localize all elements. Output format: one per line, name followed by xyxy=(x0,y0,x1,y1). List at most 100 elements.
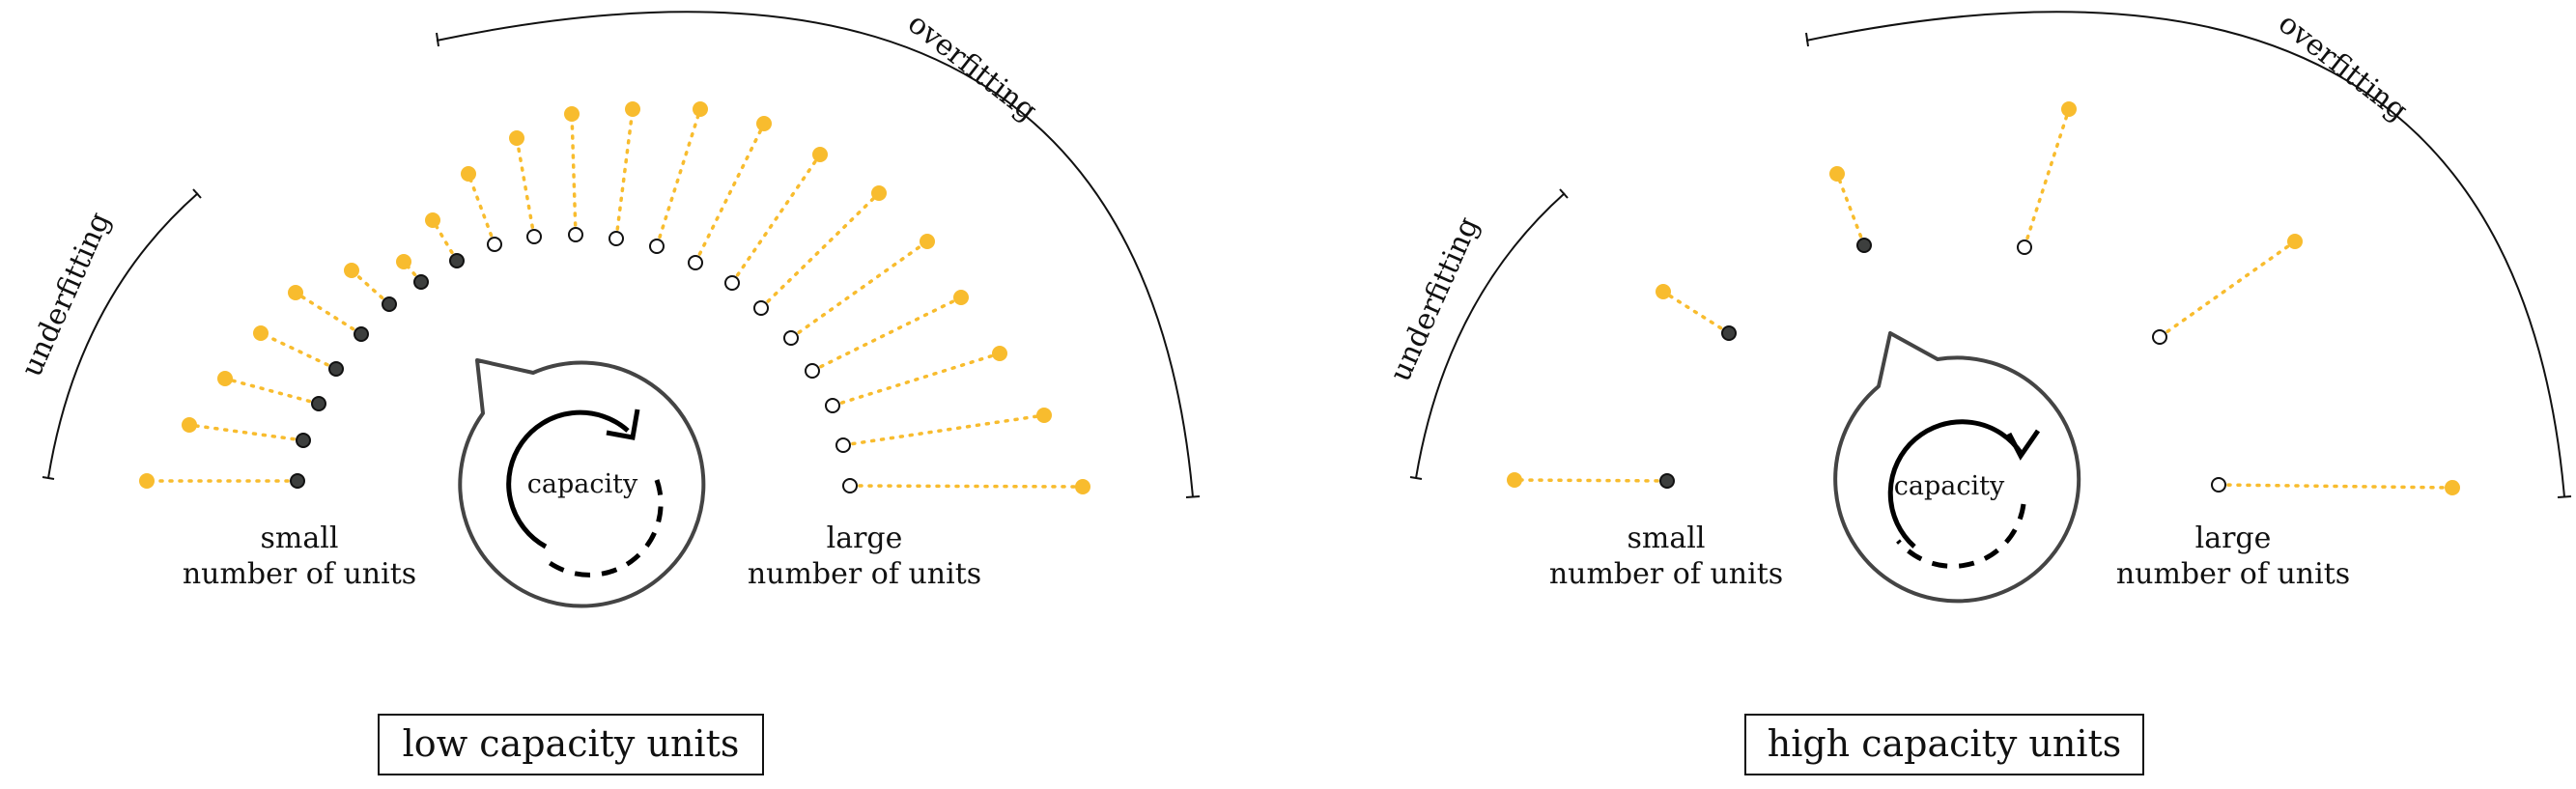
output-dot xyxy=(1036,408,1052,423)
unit-connector-line xyxy=(294,291,363,336)
output-dot xyxy=(693,101,708,117)
output-dot xyxy=(425,212,440,228)
output-dot xyxy=(1656,284,1671,299)
unit-dot-filled xyxy=(296,433,311,448)
output-dot xyxy=(920,234,935,249)
unit-dot-empty xyxy=(2211,477,2226,493)
unit-dot-filled xyxy=(290,473,305,489)
left-label-line2: number of units xyxy=(183,557,416,591)
capacity-cycle-high: capacity xyxy=(1833,331,2081,604)
units-low-capacity xyxy=(139,101,1090,494)
output-dot xyxy=(461,166,476,182)
underfitting-arc-tick-end xyxy=(1559,188,1569,199)
unit-connector-line xyxy=(467,172,496,246)
unit-dot-filled xyxy=(311,396,326,411)
underfitting-arc-tick-start xyxy=(42,476,55,480)
output-dot xyxy=(871,185,887,201)
unit-connector-line xyxy=(187,423,305,442)
cycle-arrow-solid xyxy=(1887,419,2024,549)
output-dot xyxy=(625,101,640,117)
cycle-arrowhead-icon xyxy=(606,409,640,440)
left-label-line1: small xyxy=(261,521,339,555)
output-dot xyxy=(1829,166,1845,182)
output-dot xyxy=(139,473,155,489)
output-dot xyxy=(396,254,411,269)
right-label-line2: number of units xyxy=(2116,557,2350,591)
right-label-line1: large xyxy=(827,521,903,555)
unit-connector-line xyxy=(431,218,459,263)
output-dot xyxy=(953,290,969,305)
unit-dot-filled xyxy=(1659,473,1675,489)
output-dot xyxy=(756,116,772,131)
overfitting-label: overfitting xyxy=(901,7,1043,128)
unit-dot-empty xyxy=(805,363,820,379)
unit-connector-line xyxy=(350,268,391,306)
speech-bubble-outline xyxy=(1833,331,2081,604)
unit-dot-filled xyxy=(1856,238,1872,253)
underfitting-label: underfitting xyxy=(1383,212,1486,387)
unit-connector-line xyxy=(655,107,702,248)
output-dot xyxy=(2061,101,2077,117)
unit-connector-line xyxy=(759,191,881,310)
cycle-label: capacity xyxy=(527,469,638,499)
right-label-line2: number of units xyxy=(748,557,981,591)
unit-dot-empty xyxy=(487,237,502,252)
unit-dot-empty xyxy=(842,478,858,493)
unit-dot-empty xyxy=(835,437,851,453)
output-dot xyxy=(344,263,359,278)
overfitting-arc-tick-end xyxy=(1185,495,1201,498)
unit-dot-empty xyxy=(724,275,740,291)
underfitting-arc-tick-start xyxy=(1409,476,1423,480)
unit-connector-line xyxy=(259,331,338,371)
output-dot xyxy=(992,346,1007,361)
unit-connector-line xyxy=(789,240,929,340)
overfitting-label: overfitting xyxy=(2272,7,2414,128)
output-dot xyxy=(509,130,524,146)
unit-connector-line xyxy=(1513,478,1669,483)
cycle-arrowhead-icon xyxy=(2006,429,2041,461)
unit-dot-empty xyxy=(688,255,703,270)
unit-connector-line xyxy=(1835,172,1866,247)
unit-dot-empty xyxy=(2017,240,2032,255)
unit-connector-line xyxy=(848,484,1085,489)
output-dot xyxy=(217,371,233,386)
unit-connector-line xyxy=(831,352,1002,408)
overfitting-arc-tick-start xyxy=(436,32,439,47)
caption: low capacity units xyxy=(403,722,740,765)
unit-dot-empty xyxy=(609,231,624,246)
cycle-arrow-dashed xyxy=(544,479,664,578)
unit-dot-empty xyxy=(568,227,583,242)
underfitting-arc xyxy=(47,192,199,479)
unit-dot-filled xyxy=(1721,325,1737,341)
unit-connector-line xyxy=(2217,483,2454,490)
unit-dot-empty xyxy=(825,398,840,413)
cycle-arrow-solid xyxy=(506,409,630,549)
underfitting-arc-tick-end xyxy=(192,188,202,199)
panel-high-capacity: underfitting overfitting capacity small … xyxy=(1383,7,2572,775)
unit-connector-line xyxy=(810,296,963,373)
unit-connector-line xyxy=(2158,240,2297,339)
right-label-line1: large xyxy=(2195,521,2272,555)
speech-bubble-outline xyxy=(458,358,706,608)
unit-dot-filled xyxy=(413,274,429,290)
unit-connector-line xyxy=(614,107,635,240)
unit-dot-filled xyxy=(328,361,344,377)
overfitting-arc xyxy=(1805,11,2565,498)
unit-connector-line xyxy=(841,413,1046,447)
unit-dot-filled xyxy=(354,326,369,342)
unit-dot-empty xyxy=(783,330,799,346)
caption-box xyxy=(378,714,764,775)
output-dot xyxy=(182,417,197,433)
panel-low-capacity: underfitting overfitting capacity small … xyxy=(14,7,1201,775)
unit-connector-line xyxy=(730,153,822,285)
output-dot xyxy=(2445,480,2460,495)
cycle-arrow-dashed xyxy=(1896,503,2026,569)
unit-connector-line xyxy=(2023,107,2071,249)
output-dot xyxy=(1507,472,1522,488)
capacity-cycle-low: capacity xyxy=(458,358,706,608)
unit-dot-empty xyxy=(526,229,542,244)
output-dot xyxy=(812,147,828,162)
output-dot xyxy=(2287,234,2303,249)
overfitting-arc-tick-start xyxy=(1805,32,1809,47)
